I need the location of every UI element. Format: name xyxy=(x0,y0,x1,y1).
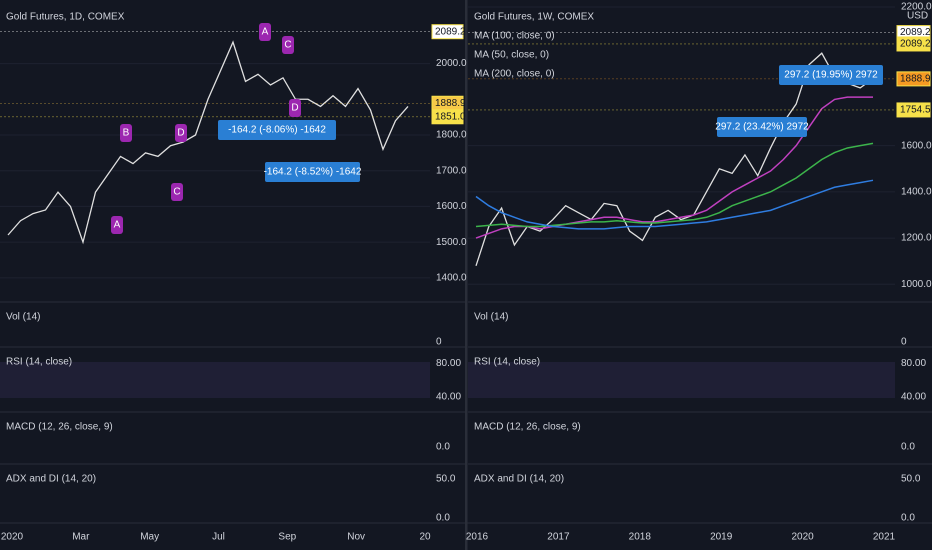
price-label: 2089.2 xyxy=(900,39,931,50)
x-tick-label: 2016 xyxy=(466,532,489,543)
rsi-band xyxy=(0,362,430,398)
pattern-point: A xyxy=(114,220,121,231)
panel-title: RSI (14, close) xyxy=(6,357,72,368)
y-tick-label: 1400.0 xyxy=(436,272,467,283)
panel-tick-label: 0.0 xyxy=(901,513,915,524)
pattern-point: D xyxy=(291,103,298,114)
x-tick-label: Jul xyxy=(212,532,225,543)
pattern-point-box xyxy=(120,124,132,142)
pattern-point-box xyxy=(175,124,187,142)
price-label-box xyxy=(431,109,464,125)
x-tick-label: 2020 xyxy=(791,532,814,543)
price-line xyxy=(7,40,409,245)
legend-entry: MA (200, close, 0) xyxy=(474,69,555,80)
panel-tick-label: 80.00 xyxy=(901,358,926,369)
y-tick-label: 2200.0 xyxy=(901,2,932,13)
pattern-point-box xyxy=(289,99,301,117)
price-label-box xyxy=(431,24,464,40)
price-label: 1888.9 xyxy=(435,98,466,109)
pattern-point-box xyxy=(171,183,183,201)
x-tick-label: 20 xyxy=(419,532,431,543)
panel-tick-label: 50.0 xyxy=(436,473,456,484)
panel-tick-label: 0 xyxy=(436,336,442,347)
x-tick-label: 2018 xyxy=(629,532,652,543)
x-tick-label: Nov xyxy=(347,532,365,543)
chart-title: Gold Futures, 1W, COMEX xyxy=(474,12,594,23)
y-tick-label: 1200.0 xyxy=(901,233,932,244)
pattern-point: D xyxy=(177,128,184,139)
pattern-point-box xyxy=(259,23,271,41)
legend-entry: MA (100, close, 0) xyxy=(474,31,555,42)
measure-box xyxy=(779,65,883,85)
panel-tick-label: 40.00 xyxy=(901,391,926,402)
x-tick-label: 2020 xyxy=(1,532,24,543)
measure-label: 297.2 (23.42%) 2972 xyxy=(715,122,809,133)
panel-tick-label: 80.00 xyxy=(436,358,461,369)
price-label: 1754.5 xyxy=(900,105,931,116)
pattern-point-box xyxy=(111,216,123,234)
measure-label: 297.2 (19.95%) 2972 xyxy=(784,70,878,81)
y-tick-label: 1700.0 xyxy=(436,165,467,176)
pattern-point: A xyxy=(262,27,269,38)
y-tick-label: 1600.0 xyxy=(901,140,932,151)
panel-tick-label: 0.0 xyxy=(436,513,450,524)
panel-title: MACD (12, 26, close, 9) xyxy=(6,422,113,433)
price-label: 2089.2 xyxy=(900,27,931,38)
price-label: 1888.9 xyxy=(900,74,931,85)
y-tick-label: 2000.0 xyxy=(436,58,467,69)
price-label: 2089.2 xyxy=(435,26,466,37)
measure-label: -164.2 (-8.06%) -1642 xyxy=(228,125,326,136)
pattern-point: B xyxy=(123,128,130,139)
legend-entry: MA (50, close, 0) xyxy=(474,50,549,61)
x-tick-label: 2019 xyxy=(710,532,733,543)
axis-unit: USD xyxy=(907,11,928,22)
panel-tick-label: 0.0 xyxy=(901,442,915,453)
price-axis xyxy=(895,0,932,550)
panel-title: Vol (14) xyxy=(6,312,40,323)
x-tick-label: 2017 xyxy=(547,532,570,543)
pattern-point: C xyxy=(173,187,180,198)
pattern-point: C xyxy=(284,40,291,51)
rsi-band xyxy=(468,362,895,398)
measure-box xyxy=(265,162,360,182)
panel-title: RSI (14, close) xyxy=(474,357,540,368)
pattern-point-box xyxy=(282,36,294,54)
panel-title: MACD (12, 26, close, 9) xyxy=(474,422,581,433)
panel-tick-label: 0 xyxy=(901,336,907,347)
x-tick-label: Sep xyxy=(278,532,296,543)
panel-tick-label: 0.0 xyxy=(436,442,450,453)
panel-title: Vol (14) xyxy=(474,312,508,323)
measure-label: -164.2 (-8.52%) -1642 xyxy=(264,167,362,178)
x-tick-label: Mar xyxy=(72,532,90,543)
panel-tick-label: 50.0 xyxy=(901,473,921,484)
x-tick-label: 2021 xyxy=(873,532,896,543)
panel-title: ADX and DI (14, 20) xyxy=(474,474,564,485)
y-tick-label: 1400.0 xyxy=(901,186,932,197)
x-tick-label: May xyxy=(140,532,159,543)
y-tick-label: 1800.0 xyxy=(436,130,467,141)
price-label-box xyxy=(896,71,931,87)
price-label-box xyxy=(896,36,931,52)
price-axis xyxy=(430,0,465,550)
y-tick-label: 1000.0 xyxy=(901,279,932,290)
y-tick-label: 1600.0 xyxy=(436,201,467,212)
measure-box xyxy=(218,120,336,140)
moving-average xyxy=(475,179,874,230)
measure-box xyxy=(717,117,807,137)
panel-tick-label: 40.00 xyxy=(436,391,461,402)
price-label-box xyxy=(896,102,931,118)
panel-title: ADX and DI (14, 20) xyxy=(6,474,96,485)
moving-average xyxy=(475,142,874,228)
price-label: 1851.0 xyxy=(435,111,466,122)
y-tick-label: 1500.0 xyxy=(436,237,467,248)
chart-title: Gold Futures, 1D, COMEX xyxy=(6,12,125,23)
